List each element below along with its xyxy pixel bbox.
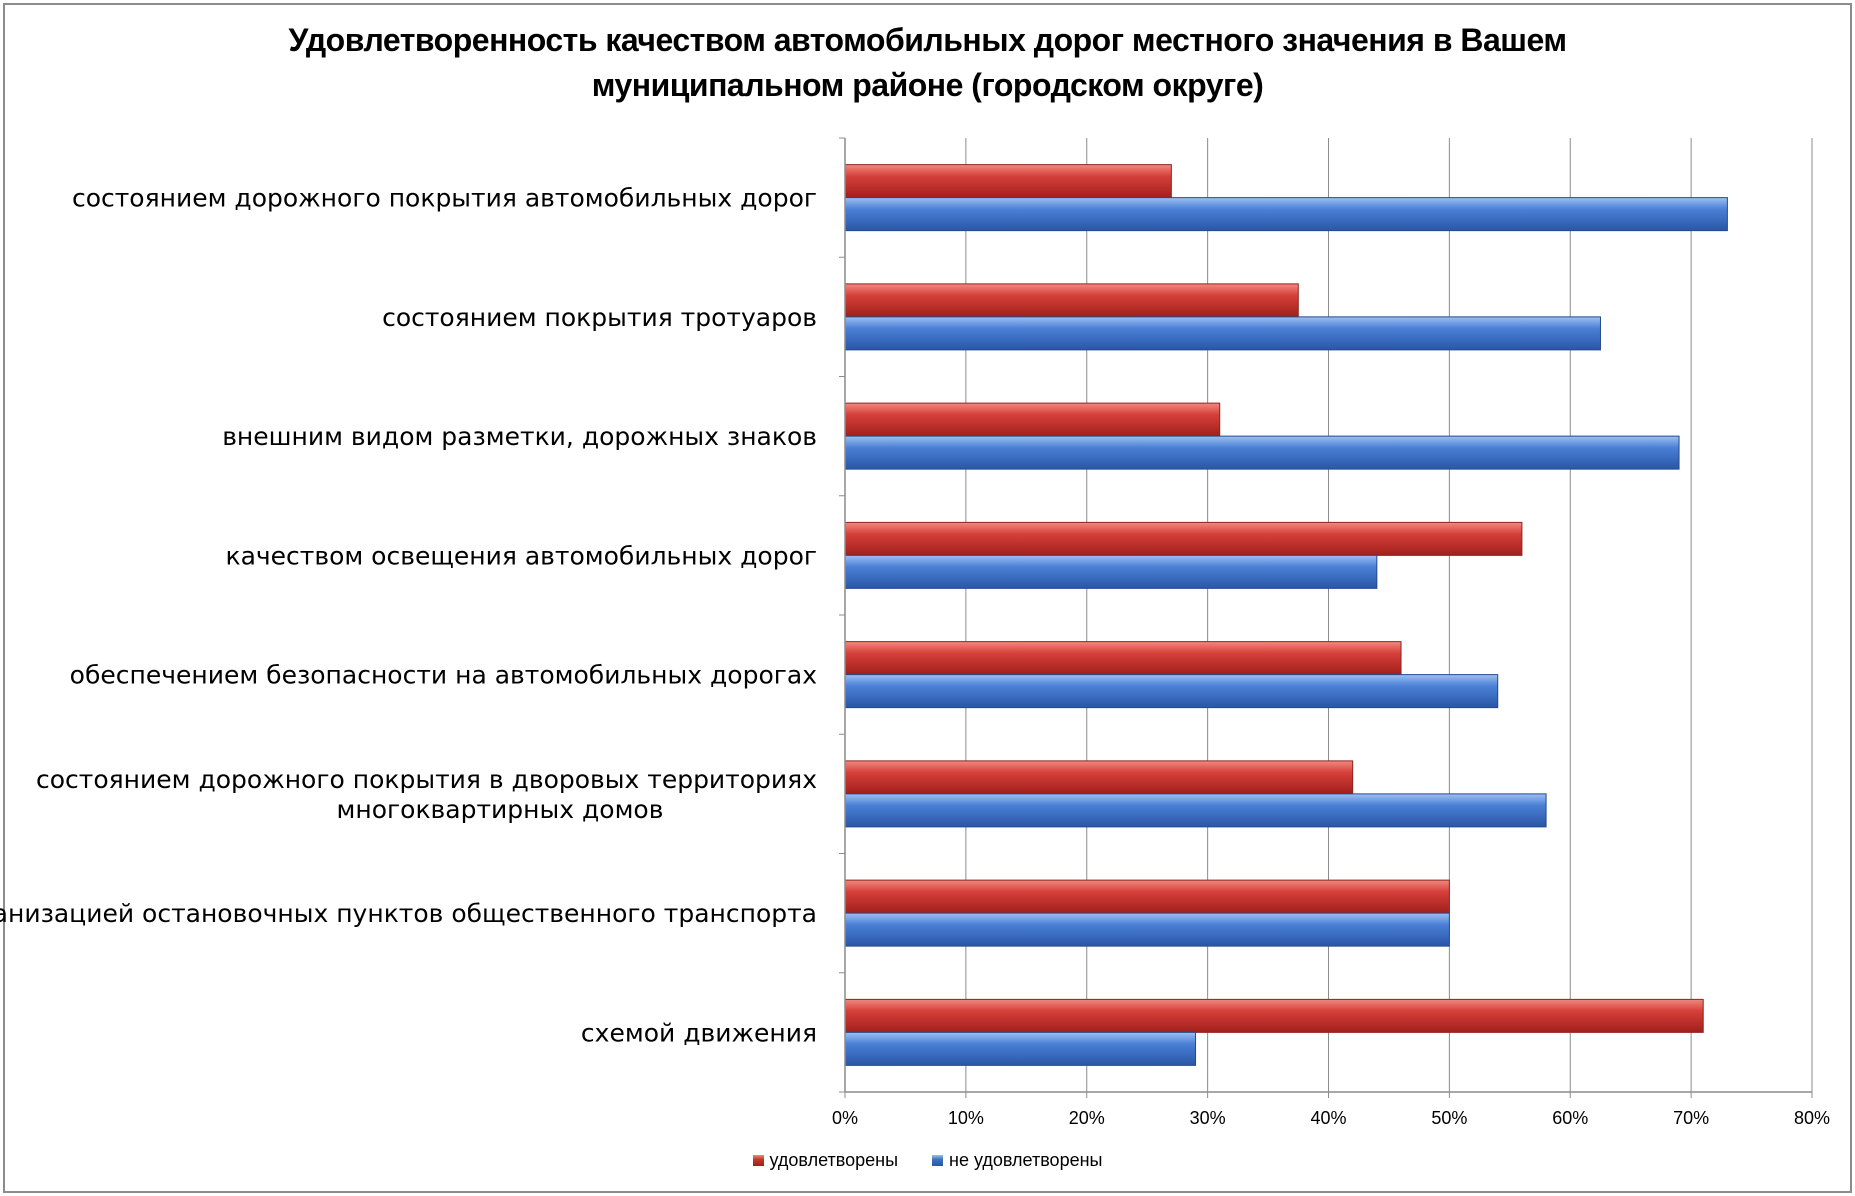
x-tick-label: 80% xyxy=(1794,1108,1830,1128)
x-tick-label: 60% xyxy=(1552,1108,1588,1128)
category-label: внешним видом разметки, дорожных знаков xyxy=(222,422,817,451)
bar-satisfied xyxy=(844,164,1172,199)
category-label: схемой движения xyxy=(581,1018,817,1047)
legend: удовлетворены не удовлетворены xyxy=(0,1150,1855,1171)
axes xyxy=(839,137,1813,1098)
category-label: состоянием дорожного покрытия автомобиль… xyxy=(72,184,817,213)
x-tick-label: 30% xyxy=(1190,1108,1226,1128)
bar-satisfied xyxy=(844,998,1704,1033)
bar-not-satisfied xyxy=(844,793,1547,828)
bar-not-satisfied xyxy=(844,316,1601,351)
bar-not-satisfied xyxy=(844,435,1680,470)
bar-not-satisfied xyxy=(844,554,1378,589)
x-tick-label: 10% xyxy=(948,1108,984,1128)
category-label: обеспечением безопасности на автомобильн… xyxy=(70,661,817,690)
chart-title-line-2: муниципальном районе (городском округе) xyxy=(591,67,1264,103)
bars xyxy=(844,164,1728,1066)
legend-label-not-satisfied: не удовлетворены xyxy=(949,1150,1103,1170)
legend-label-satisfied: удовлетворены xyxy=(769,1150,899,1170)
x-tick-label: 70% xyxy=(1673,1108,1709,1128)
gridlines xyxy=(844,138,1813,1092)
bar-satisfied xyxy=(844,879,1450,914)
category-label: состоянием дорожного покрытия в дворовых… xyxy=(36,765,817,794)
x-tick-label: 40% xyxy=(1310,1108,1346,1128)
chart-title-line-1: Удовлетворенность качеством автомобильны… xyxy=(288,22,1567,58)
x-tick-label: 50% xyxy=(1431,1108,1467,1128)
bar-not-satisfied xyxy=(844,197,1728,232)
category-label: многоквартирных домов xyxy=(337,795,664,824)
bar-not-satisfied xyxy=(844,1031,1197,1066)
bar-satisfied xyxy=(844,641,1402,676)
x-tick-label: 20% xyxy=(1069,1108,1105,1128)
category-label: организацией остановочных пунктов общест… xyxy=(0,899,817,928)
bar-satisfied xyxy=(844,760,1354,795)
category-label: состоянием покрытия тротуаров xyxy=(382,303,817,332)
legend-item-not-satisfied: не удовлетворены xyxy=(932,1150,1102,1171)
category-labels: состоянием дорожного покрытия автомобиль… xyxy=(0,184,817,1048)
chart-title: Удовлетворенность качеством автомобильны… xyxy=(0,18,1855,108)
legend-swatch-not-satisfied xyxy=(932,1155,944,1166)
x-tick-labels: 0% 10% 20% 30% 40% 50% 60% 70% 80% xyxy=(832,1108,1830,1128)
bar-not-satisfied xyxy=(844,674,1499,709)
legend-swatch-satisfied xyxy=(752,1155,764,1166)
x-tick-label: 0% xyxy=(832,1108,858,1128)
bar-not-satisfied xyxy=(844,912,1450,947)
bar-satisfied xyxy=(844,402,1221,437)
legend-item-satisfied: удовлетворены xyxy=(752,1150,899,1171)
category-label: качеством освещения автомобильных дорог xyxy=(225,541,817,570)
bar-satisfied xyxy=(844,283,1299,318)
bar-satisfied xyxy=(844,521,1523,556)
